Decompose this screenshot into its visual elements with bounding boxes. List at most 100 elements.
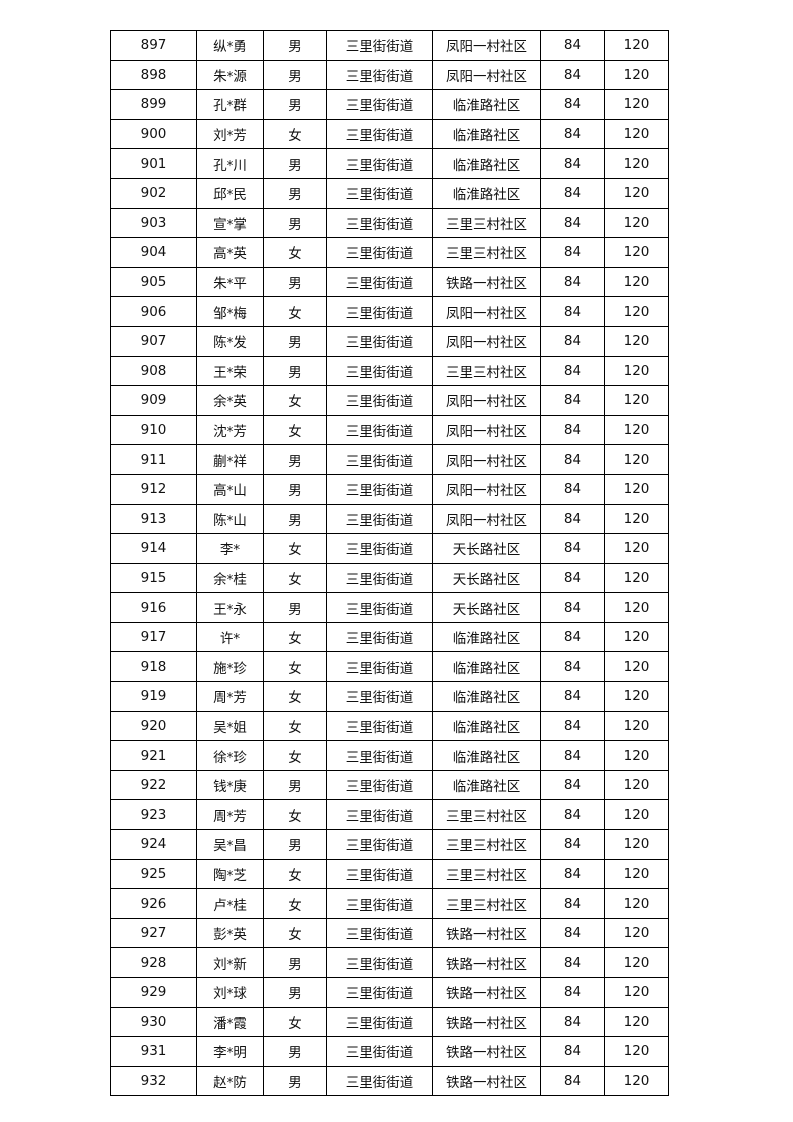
age-value-cell: 84 [540, 148, 605, 179]
age-value-cell: 84 [540, 533, 605, 564]
community-cell: 临淮路社区 [432, 177, 541, 209]
amount-value-cell: 120 [604, 177, 669, 209]
amount-value-cell: 120 [604, 59, 669, 91]
subdistrict-cell: 三里街街道 [326, 207, 433, 239]
name-cell: 余*英 [196, 385, 264, 416]
community-cell: 天长路社区 [432, 533, 541, 564]
gender-cell: 男 [263, 207, 327, 239]
amount-value-cell: 120 [604, 917, 669, 949]
community-cell: 凤阳一村社区 [432, 444, 541, 475]
age-value-cell: 84 [540, 710, 605, 742]
row-number-cell: 915 [110, 562, 197, 594]
name-cell: 卢*桂 [196, 888, 264, 919]
row-number-cell: 911 [110, 444, 197, 475]
name-cell: 钱*庚 [196, 769, 264, 801]
subdistrict-cell: 三里街街道 [326, 592, 433, 623]
subdistrict-cell: 三里街街道 [326, 385, 433, 416]
community-cell: 三里三村社区 [432, 799, 541, 831]
community-cell: 凤阳一村社区 [432, 503, 541, 535]
amount-value-cell: 120 [604, 947, 669, 978]
gender-cell: 女 [263, 1006, 327, 1038]
community-cell: 铁路一村社区 [432, 917, 541, 949]
amount-value-cell: 120 [604, 296, 669, 327]
row-number-cell: 927 [110, 917, 197, 949]
gender-cell: 女 [263, 917, 327, 949]
row-number-cell: 916 [110, 592, 197, 623]
table-row: 904 高*英女三里街街道 三里三村社区 84 120 [110, 237, 669, 268]
gender-cell: 男 [263, 325, 327, 357]
age-value-cell: 84 [540, 30, 605, 61]
amount-value-cell: 120 [604, 473, 669, 505]
row-number-cell: 913 [110, 503, 197, 535]
community-cell: 凤阳一村社区 [432, 59, 541, 91]
age-value-cell: 84 [540, 681, 605, 712]
gender-cell: 女 [263, 385, 327, 416]
table-row: 918 施*珍女三里街街道 临淮路社区 84 120 [110, 651, 669, 683]
amount-value-cell: 120 [604, 414, 669, 446]
age-value-cell: 84 [540, 296, 605, 327]
amount-value-cell: 120 [604, 651, 669, 683]
row-number-cell: 901 [110, 148, 197, 179]
row-number-cell: 899 [110, 89, 197, 120]
gender-cell: 女 [263, 888, 327, 919]
row-number-cell: 905 [110, 266, 197, 298]
row-number-cell: 920 [110, 710, 197, 742]
table-row: 899 孔*群男三里街街道 临淮路社区 84 120 [110, 89, 669, 120]
subdistrict-cell: 三里街街道 [326, 30, 433, 61]
gender-cell: 男 [263, 59, 327, 91]
subdistrict-cell: 三里街街道 [326, 503, 433, 535]
community-cell: 天长路社区 [432, 562, 541, 594]
subdistrict-cell: 三里街街道 [326, 947, 433, 978]
row-number-cell: 908 [110, 355, 197, 387]
gender-cell: 男 [263, 355, 327, 387]
community-cell: 凤阳一村社区 [432, 325, 541, 357]
gender-cell: 女 [263, 533, 327, 564]
amount-value-cell: 120 [604, 977, 669, 1008]
name-cell: 宣*掌 [196, 207, 264, 239]
amount-value-cell: 120 [604, 355, 669, 387]
gender-cell: 男 [263, 148, 327, 179]
table-row: 898 朱*源男三里街街道 凤阳一村社区 84 120 [110, 59, 669, 91]
table-row: 932 赵*防男三里街街道 铁路一村社区 84 120 [110, 1065, 669, 1097]
table-row: 931 李*明男三里街街道 铁路一村社区 84 120 [110, 1036, 669, 1067]
age-value-cell: 84 [540, 503, 605, 535]
table-body: 897 纵*勇男三里街街道 凤阳一村社区 84 120 898 朱*源男三里街街道 凤阳一村社… [110, 30, 669, 1097]
subdistrict-cell: 三里街街道 [326, 237, 433, 268]
table-row: 901 孔*川男三里街街道 临淮路社区 84 120 [110, 148, 669, 179]
name-cell: 王*永 [196, 592, 264, 623]
amount-value-cell: 120 [604, 503, 669, 535]
subdistrict-cell: 三里街街道 [326, 1006, 433, 1038]
table-row: 905 朱*平男三里街街道 铁路一村社区 84 120 [110, 266, 669, 298]
name-cell: 陶*芝 [196, 858, 264, 890]
age-value-cell: 84 [540, 1065, 605, 1097]
row-number-cell: 903 [110, 207, 197, 239]
community-cell: 凤阳一村社区 [432, 414, 541, 446]
amount-value-cell: 120 [604, 118, 669, 150]
row-number-cell: 928 [110, 947, 197, 978]
table-row: 910 沈*芳女三里街街道 凤阳一村社区 84 120 [110, 414, 669, 446]
table-row: 929 刘*球男三里街街道 铁路一村社区 84 120 [110, 977, 669, 1008]
name-cell: 周*芳 [196, 681, 264, 712]
gender-cell: 女 [263, 562, 327, 594]
age-value-cell: 84 [540, 917, 605, 949]
gender-cell: 男 [263, 977, 327, 1008]
subdistrict-cell: 三里街街道 [326, 858, 433, 890]
amount-value-cell: 120 [604, 710, 669, 742]
amount-value-cell: 120 [604, 799, 669, 831]
age-value-cell: 84 [540, 237, 605, 268]
community-cell: 临淮路社区 [432, 710, 541, 742]
community-cell: 凤阳一村社区 [432, 385, 541, 416]
gender-cell: 男 [263, 1036, 327, 1067]
community-cell: 临淮路社区 [432, 651, 541, 683]
name-cell: 蒯*祥 [196, 444, 264, 475]
subdistrict-cell: 三里街街道 [326, 977, 433, 1008]
subdistrict-cell: 三里街街道 [326, 59, 433, 91]
subdistrict-cell: 三里街街道 [326, 1065, 433, 1097]
community-cell: 凤阳一村社区 [432, 473, 541, 505]
amount-value-cell: 120 [604, 681, 669, 712]
age-value-cell: 84 [540, 799, 605, 831]
table-row: 909 余*英女三里街街道 凤阳一村社区 84 120 [110, 385, 669, 416]
table-row: 911 蒯*祥男三里街街道 凤阳一村社区 84 120 [110, 444, 669, 475]
name-cell: 高*山 [196, 473, 264, 505]
gender-cell: 男 [263, 473, 327, 505]
